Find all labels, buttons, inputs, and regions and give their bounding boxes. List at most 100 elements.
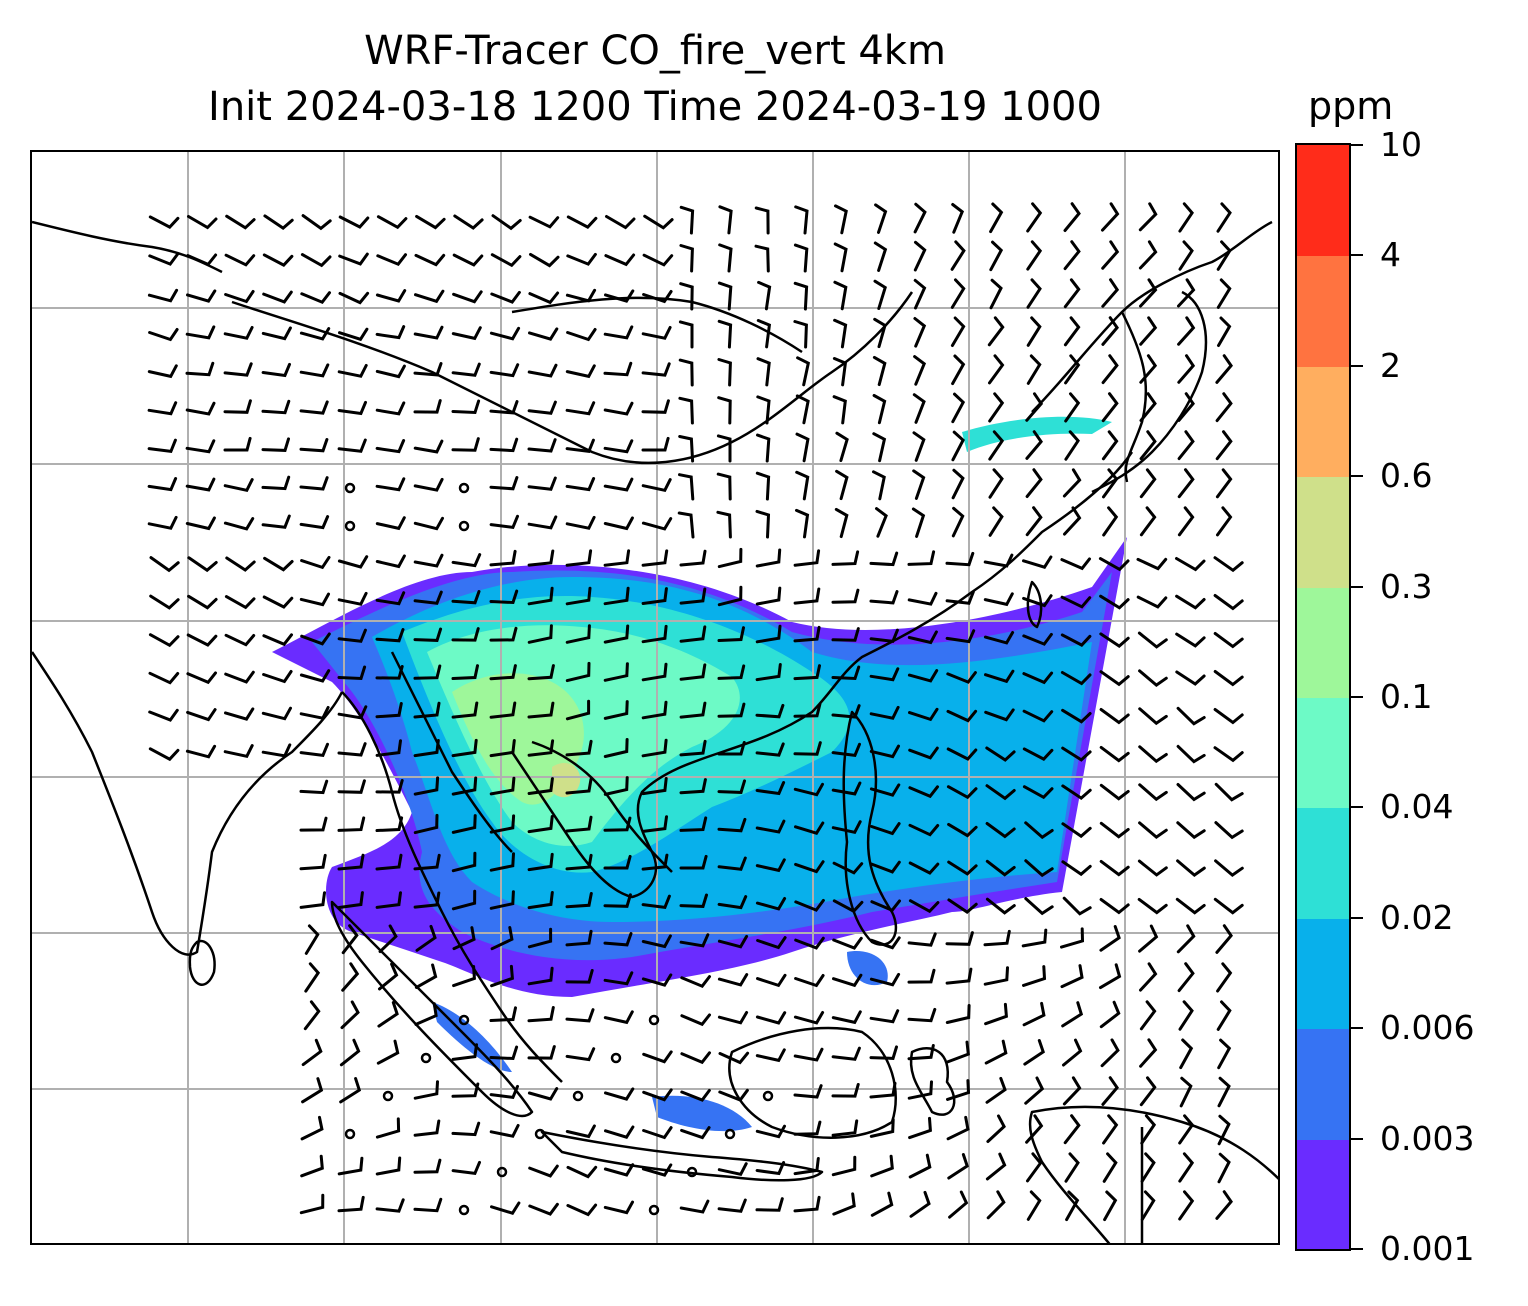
wind-barb: [912, 469, 926, 500]
wind-barb: [603, 325, 634, 340]
wind-barb: [261, 399, 291, 415]
coast-philippines: [842, 710, 898, 946]
wind-barb: [565, 815, 593, 833]
colorbar-tick: [1351, 806, 1363, 809]
wind-barb: [489, 437, 519, 453]
wind-barb: [565, 401, 596, 416]
wind-barb: [224, 707, 255, 721]
wind-barb: [1022, 671, 1054, 685]
wind-barb: [1101, 240, 1120, 270]
wind-barb: [1060, 671, 1092, 686]
wind-barb: [945, 1004, 971, 1024]
wind-barb: [185, 439, 216, 454]
wind-barb: [605, 215, 636, 230]
colorbar-tick: [1351, 254, 1363, 257]
colorbar-tick: [1351, 1027, 1363, 1030]
wind-barb: [337, 816, 366, 832]
wind-barb: [641, 934, 672, 949]
wind-barb: [988, 354, 1005, 385]
wind-barb: [1063, 506, 1082, 536]
wind-barb: [185, 477, 216, 492]
wind-barb: [1101, 202, 1120, 232]
wind-barb: [717, 934, 749, 949]
wind-barb: [1213, 708, 1244, 725]
wind-barb: [795, 432, 810, 463]
wind-barb: [1064, 354, 1081, 385]
wind-barb: [528, 215, 560, 229]
wind-barb: [489, 400, 519, 415]
wind-barb: [451, 851, 477, 873]
wind-barb: [301, 214, 332, 231]
wind-barb: [945, 629, 976, 644]
colorbar-tick-label: 0.1: [1380, 677, 1433, 716]
wind-barb: [907, 968, 936, 984]
wind-barb: [831, 665, 861, 681]
wind-barb: [490, 1201, 521, 1215]
wind-barb: [603, 738, 629, 758]
coast-west-border-topleft: [32, 220, 223, 274]
wind-barb: [1213, 670, 1244, 687]
wind-barb: [1022, 785, 1054, 800]
wind-barb: [1024, 1076, 1045, 1105]
wind-barb: [1101, 392, 1119, 423]
wind-barb: [831, 1155, 857, 1177]
colorbar-segment: [1297, 255, 1349, 367]
wind-barb: [451, 1082, 480, 1098]
wind-barb: [1061, 746, 1092, 762]
wind-barb: [984, 1002, 1008, 1026]
wind-barb: [413, 362, 443, 377]
wind-barb: [679, 1199, 710, 1214]
wind-barb: [1024, 859, 1054, 878]
wind-barb: [375, 1156, 402, 1176]
wind-barb: [1099, 594, 1130, 610]
wind-barb: [375, 554, 406, 569]
colorbar-segment: [1297, 365, 1349, 478]
wind-barb: [641, 399, 670, 414]
wind-barb: [261, 475, 291, 491]
wind-barb: [452, 253, 484, 267]
wind-barb: [491, 214, 522, 231]
colorbar-segment: [1297, 145, 1349, 257]
wind-barb: [489, 326, 521, 341]
wind-barb: [413, 664, 442, 680]
wind-barb: [988, 430, 1005, 461]
wind-barb: [793, 1084, 823, 1099]
wind-barb: [1178, 1000, 1194, 1031]
wind-barb: [337, 779, 366, 794]
wind-barb: [755, 1124, 786, 1139]
wind-barb: [565, 515, 596, 530]
wind-barb: [946, 671, 977, 684]
wind-barb: [870, 822, 901, 836]
wind-barb: [489, 476, 519, 491]
wind-calm-marker: [648, 1014, 660, 1026]
wind-barb: [299, 400, 329, 415]
wind-barb: [1140, 1152, 1156, 1183]
wind-barb: [528, 291, 560, 305]
wind-barb: [186, 253, 218, 267]
wind-barb: [451, 776, 478, 796]
wind-barb: [985, 1152, 1007, 1181]
wind-barb: [948, 1190, 969, 1219]
wind-barb: [1136, 557, 1168, 571]
wind-barb: [833, 280, 848, 311]
wind-barb: [451, 553, 482, 568]
wind-barb: [1026, 202, 1043, 233]
border-china-interior: [231, 291, 914, 465]
wind-barb: [1062, 468, 1082, 498]
coast-new-guinea: [1028, 1105, 1278, 1243]
wind-barb: [717, 895, 748, 910]
wind-barb: [337, 628, 367, 643]
wind-barb: [950, 316, 966, 347]
wind-barb: [642, 290, 673, 304]
wind-barb: [1175, 632, 1206, 648]
wind-barb: [716, 510, 732, 539]
wind-barb: [451, 627, 480, 642]
wind-barb: [755, 1161, 786, 1176]
wind-barb: [603, 439, 634, 454]
wind-barb: [1137, 631, 1168, 649]
wind-barb: [908, 899, 940, 914]
wind-barb: [913, 317, 927, 348]
wind-barb: [299, 669, 331, 683]
wind-barb: [527, 363, 558, 378]
wind-barb: [869, 972, 901, 987]
